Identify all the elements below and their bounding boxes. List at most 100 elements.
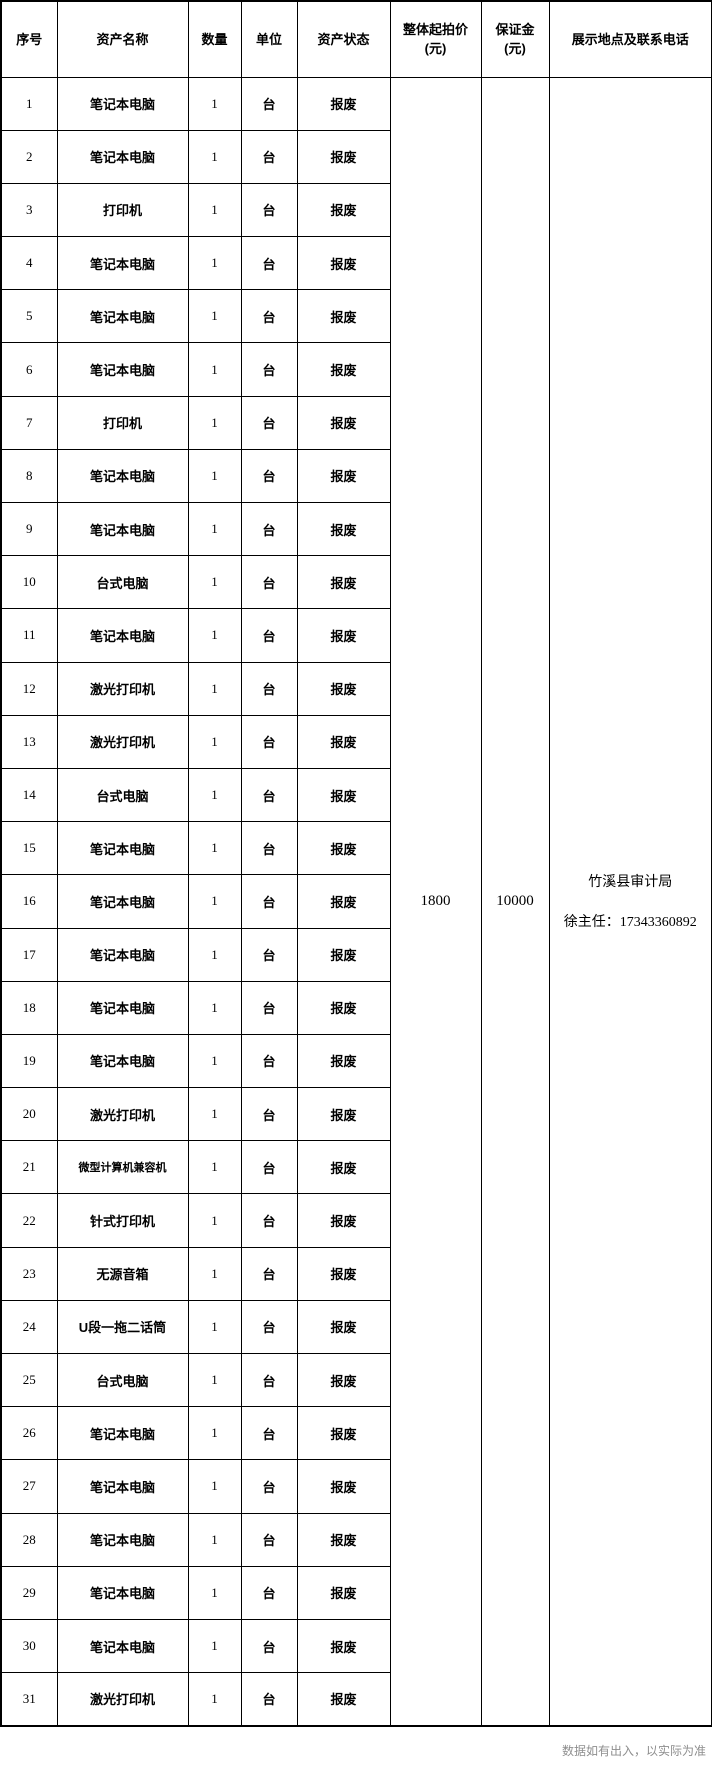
cell-asset-name: 台式电脑 <box>56 555 189 610</box>
cell-asset-name: 针式打印机 <box>56 1193 189 1248</box>
cell-serial-number: 25 <box>0 1352 58 1408</box>
cell-quantity: 1 <box>187 1672 242 1727</box>
cell-serial-number: 11 <box>0 608 58 663</box>
cell-asset-name: 笔记本电脑 <box>56 501 189 557</box>
header-deposit: 保证金 (元) <box>480 0 550 78</box>
cell-serial-number: 29 <box>0 1565 58 1620</box>
cell-quantity: 1 <box>187 289 242 344</box>
cell-asset-name: U段一拖二话筒 <box>56 1299 189 1355</box>
location-contact-cell: 竹溪县审计局 徐主任：17343360892 <box>548 76 712 1727</box>
cell-asset-status: 报废 <box>296 1618 391 1674</box>
header-location-contact: 展示地点及联系电话 <box>548 0 712 78</box>
cell-quantity: 1 <box>187 129 242 184</box>
cell-asset-status: 报废 <box>296 395 391 450</box>
cell-asset-status: 报废 <box>296 1459 391 1514</box>
cell-unit: 台 <box>240 927 298 982</box>
cell-serial-number: 16 <box>0 874 58 929</box>
cell-unit: 台 <box>240 1193 298 1248</box>
cell-unit: 台 <box>240 1299 298 1355</box>
table-row: 6 笔记本电脑 1 台 报废 <box>0 342 712 397</box>
table-row: 15 笔记本电脑 1 台 报废 <box>0 821 712 876</box>
table-row: 1 笔记本电脑 1 台 报废 1800 10000 竹溪县审计局 徐主任：1734… <box>0 76 712 1727</box>
table-row: 18 笔记本电脑 1 台 报废 <box>0 980 712 1035</box>
cell-quantity: 1 <box>187 714 242 769</box>
cell-unit: 台 <box>240 1087 298 1142</box>
cell-asset-status: 报废 <box>296 1406 391 1461</box>
header-start-price: 整体起拍价 (元) <box>389 0 482 78</box>
table-row: 17 笔记本电脑 1 台 报废 <box>0 927 712 982</box>
cell-quantity: 1 <box>187 874 242 929</box>
cell-asset-status: 报废 <box>296 661 391 716</box>
cell-quantity: 1 <box>187 1246 242 1301</box>
cell-asset-name: 笔记本电脑 <box>56 1459 189 1514</box>
table-row: 11 笔记本电脑 1 台 报废 <box>0 608 712 663</box>
cell-serial-number: 27 <box>0 1459 58 1514</box>
cell-serial-number: 12 <box>0 661 58 716</box>
cell-asset-status: 报废 <box>296 1672 391 1727</box>
cell-serial-number: 9 <box>0 501 58 557</box>
cell-asset-status: 报废 <box>296 608 391 663</box>
cell-quantity: 1 <box>187 1512 242 1567</box>
cell-quantity: 1 <box>187 1406 242 1461</box>
cell-asset-name: 笔记本电脑 <box>56 289 189 344</box>
table-row: 26 笔记本电脑 1 台 报废 <box>0 1406 712 1461</box>
cell-quantity: 1 <box>187 1618 242 1674</box>
table-row: 14 台式电脑 1 台 报废 <box>0 767 712 823</box>
cell-asset-name: 笔记本电脑 <box>56 874 189 929</box>
cell-quantity: 1 <box>187 182 242 238</box>
cell-asset-status: 报废 <box>296 767 391 823</box>
cell-unit: 台 <box>240 129 298 184</box>
cell-quantity: 1 <box>187 1565 242 1620</box>
cell-asset-status: 报废 <box>296 76 391 131</box>
cell-unit: 台 <box>240 76 298 131</box>
cell-serial-number: 23 <box>0 1246 58 1301</box>
cell-unit: 台 <box>240 342 298 397</box>
cell-quantity: 1 <box>187 767 242 823</box>
cell-serial-number: 20 <box>0 1087 58 1142</box>
header-serial-number: 序号 <box>0 0 58 78</box>
cell-asset-name: 激光打印机 <box>56 714 189 769</box>
cell-asset-status: 报废 <box>296 1352 391 1408</box>
cell-asset-status: 报废 <box>296 1565 391 1620</box>
cell-unit: 台 <box>240 661 298 716</box>
cell-asset-name: 微型计算机兼容机 <box>56 1140 189 1195</box>
cell-asset-name: 笔记本电脑 <box>56 448 189 504</box>
display-location: 竹溪县审计局 <box>588 873 673 890</box>
table-row: 12 激光打印机 1 台 报废 <box>0 661 712 716</box>
cell-asset-name: 台式电脑 <box>56 1352 189 1408</box>
cell-asset-status: 报废 <box>296 289 391 344</box>
cell-unit: 台 <box>240 874 298 929</box>
cell-serial-number: 24 <box>0 1299 58 1355</box>
cell-serial-number: 3 <box>0 182 58 238</box>
cell-quantity: 1 <box>187 821 242 876</box>
cell-unit: 台 <box>240 1246 298 1301</box>
cell-serial-number: 5 <box>0 289 58 344</box>
header-row: 序号 资产名称 数量 单位 资产状态 整体起拍价 (元) 保证金 (元) 展示地… <box>0 0 712 78</box>
cell-serial-number: 22 <box>0 1193 58 1248</box>
cell-asset-status: 报废 <box>296 1033 391 1089</box>
cell-serial-number: 18 <box>0 980 58 1035</box>
cell-unit: 台 <box>240 1033 298 1089</box>
table-row: 16 笔记本电脑 1 台 报废 <box>0 874 712 929</box>
cell-quantity: 1 <box>187 236 242 291</box>
cell-serial-number: 15 <box>0 821 58 876</box>
cell-asset-name: 笔记本电脑 <box>56 1033 189 1089</box>
cell-quantity: 1 <box>187 1352 242 1408</box>
cell-asset-status: 报废 <box>296 1140 391 1195</box>
cell-quantity: 1 <box>187 1193 242 1248</box>
cell-quantity: 1 <box>187 1299 242 1355</box>
footer-note: 数据如有出入，以实际为准 <box>561 1744 706 1758</box>
cell-asset-name: 台式电脑 <box>56 767 189 823</box>
cell-asset-name: 打印机 <box>56 395 189 450</box>
cell-asset-name: 笔记本电脑 <box>56 342 189 397</box>
cell-serial-number: 17 <box>0 927 58 982</box>
table-row: 29 笔记本电脑 1 台 报废 <box>0 1565 712 1620</box>
cell-quantity: 1 <box>187 1087 242 1142</box>
cell-unit: 台 <box>240 608 298 663</box>
cell-asset-name: 打印机 <box>56 182 189 238</box>
cell-asset-name: 笔记本电脑 <box>56 1618 189 1674</box>
cell-quantity: 1 <box>187 342 242 397</box>
cell-unit: 台 <box>240 182 298 238</box>
cell-serial-number: 6 <box>0 342 58 397</box>
cell-asset-status: 报废 <box>296 448 391 504</box>
